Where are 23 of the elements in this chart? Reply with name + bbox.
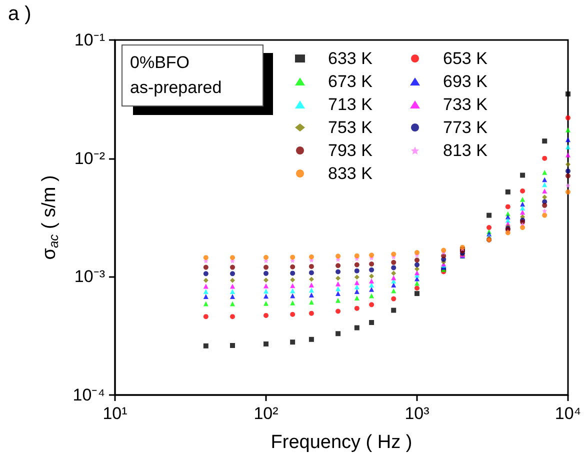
y-tick-label: 10⁻¹: [74, 30, 106, 50]
x-tick-label: 10⁴: [554, 404, 582, 423]
y-tick-label: 10⁻³: [74, 267, 106, 286]
text: a ): [8, 3, 32, 25]
legend-label: 673 K: [328, 72, 374, 91]
legend-label: 713 K: [328, 95, 374, 114]
legend-label: 813 K: [443, 141, 488, 160]
legend-label: 793 K: [328, 141, 374, 160]
y-tick-label: 10⁻⁴: [72, 386, 105, 404]
legend-label: 733 K: [443, 95, 488, 114]
legend-label: 653 K: [443, 49, 488, 68]
x-axis-title: Frequency ( Hz ): [270, 432, 412, 453]
x-tick-label: 10³: [404, 404, 430, 423]
legend-label: 773 K: [443, 118, 488, 137]
y-tick-label: 10⁻²: [74, 148, 106, 168]
legend-label: 753 K: [328, 118, 374, 137]
x-tick-label: 10¹: [102, 404, 128, 423]
legend-label: 633 K: [328, 49, 374, 68]
legend-label: 693 K: [443, 72, 488, 91]
x-tick-label: 10²: [254, 404, 279, 423]
annotation: 0%BFO as-prepared: [130, 53, 222, 97]
legend-label: 833 K: [328, 164, 374, 183]
y-axis-title: σac ( s/m ): [39, 175, 61, 260]
